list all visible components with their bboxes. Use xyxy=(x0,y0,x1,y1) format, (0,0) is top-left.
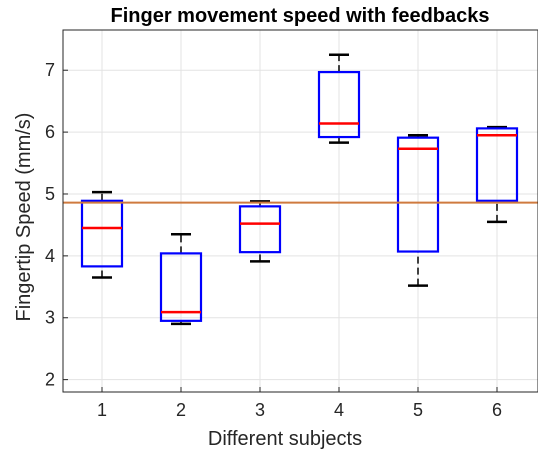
y-axis: 2 3 4 5 6 7 xyxy=(45,60,68,390)
grid-lines xyxy=(63,30,538,392)
box-2 xyxy=(159,232,203,326)
x-tick-label: 1 xyxy=(97,400,107,420)
box-iqr xyxy=(317,70,361,139)
axes-frame xyxy=(62,29,538,393)
box-1 xyxy=(80,190,124,279)
y-tick-label: 5 xyxy=(45,184,55,204)
box-iqr xyxy=(159,252,203,322)
y-axis-label: Fingertip Speed (mm/s) xyxy=(13,113,35,322)
y-tick-label: 6 xyxy=(45,122,55,142)
y-tick-label: 2 xyxy=(45,370,55,390)
chart-title: Finger movement speed with feedbacks xyxy=(111,5,490,27)
box-iqr xyxy=(396,136,440,253)
y-tick-label: 4 xyxy=(45,246,55,266)
box-5 xyxy=(396,133,440,287)
x-tick-label: 5 xyxy=(413,400,423,420)
box-6 xyxy=(475,125,519,224)
box-iqr xyxy=(80,199,124,268)
plot-area xyxy=(63,53,538,326)
x-tick-label: 6 xyxy=(492,400,502,420)
x-tick-label: 3 xyxy=(255,400,265,420)
y-tick-label: 7 xyxy=(45,60,55,80)
x-tick-label: 2 xyxy=(176,400,186,420)
box-iqr xyxy=(238,205,282,254)
box-4 xyxy=(317,53,361,144)
x-axis-label: Different subjects xyxy=(208,428,362,450)
box-iqr xyxy=(475,127,519,202)
y-tick-label: 3 xyxy=(45,308,55,328)
x-axis: 1 2 3 4 5 6 xyxy=(97,387,502,420)
x-tick-label: 4 xyxy=(334,400,344,420)
